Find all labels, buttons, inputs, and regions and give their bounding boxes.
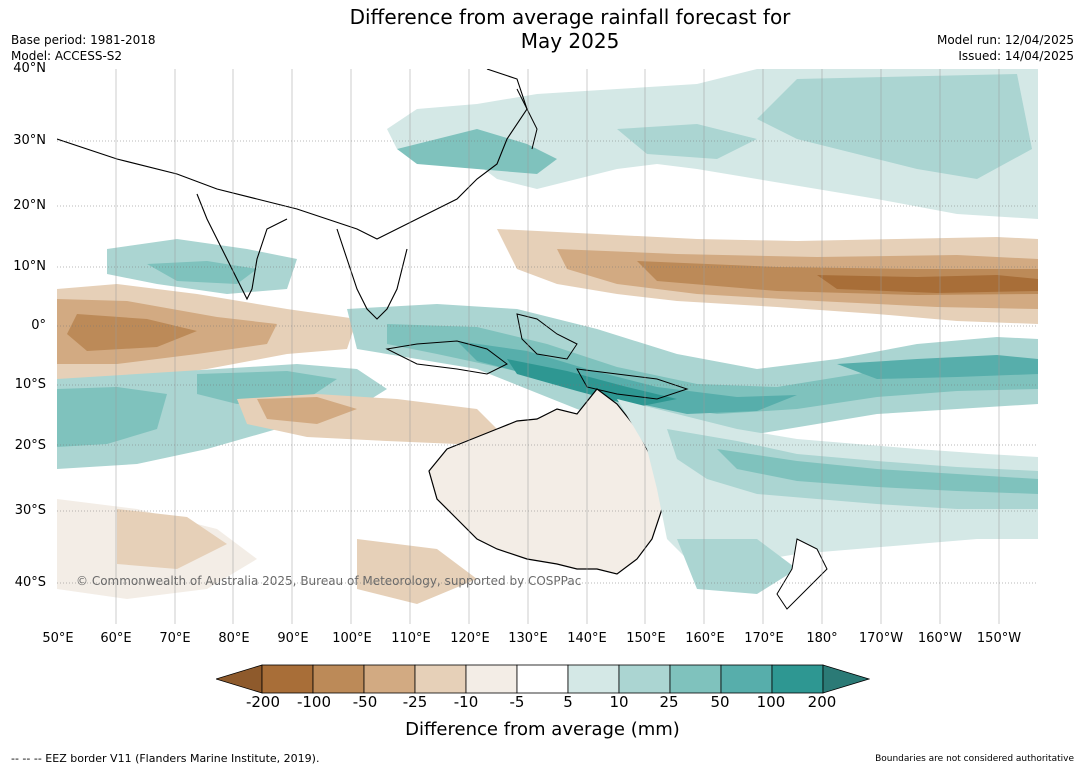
colorbar-label-neg5: -5 <box>509 693 525 711</box>
model-run-text: Model run: 12/04/2025 <box>936 33 1074 47</box>
lat-label-40n: 40°N <box>13 61 46 76</box>
colorbar-label-200: 200 <box>807 693 837 711</box>
colorbar-swatch <box>261 664 314 694</box>
lat-label-10s: 10°S <box>14 377 46 392</box>
lon-label-160e: 160°E <box>685 631 725 646</box>
colorbar-label-neg10: -10 <box>453 693 479 711</box>
lon-label-80e: 80°E <box>218 631 250 646</box>
lon-label-170e: 170°E <box>744 631 784 646</box>
lon-label-140e: 140°E <box>567 631 607 646</box>
colorbar-label-neg50: -50 <box>352 693 378 711</box>
lon-label-170w: 170°W <box>858 631 904 646</box>
lon-label-60e: 60°E <box>100 631 132 646</box>
title-line-1: Difference from average rainfall forecas… <box>349 5 791 29</box>
lon-label-110e: 110°E <box>391 631 431 646</box>
lat-label-20s: 20°S <box>14 438 46 453</box>
anomaly-fill-layer <box>57 69 1038 610</box>
boundaries-disclaimer: Boundaries are not considered authoritat… <box>875 754 1074 764</box>
colorbar-label-neg100: -100 <box>296 693 332 711</box>
lat-label-40s: 40°S <box>14 575 46 590</box>
model-text: Model: ACCESS-S2 <box>11 49 123 63</box>
colorbar-label-neg25: -25 <box>402 693 428 711</box>
lat-label-20n: 20°N <box>13 198 46 213</box>
lon-label-150e: 150°E <box>626 631 666 646</box>
colorbar-swatch <box>618 664 671 694</box>
meta-left: Base period: 1981-2018 Model: ACCESS-S2 <box>11 32 156 64</box>
colorbar-swatch <box>669 664 722 694</box>
colorbar-label-5: 5 <box>563 693 573 711</box>
rainfall-anomaly-map <box>57 69 1038 624</box>
colorbar-swatch <box>720 664 773 694</box>
colorbar-label-neg200: -200 <box>245 693 281 711</box>
lon-label-100e: 100°E <box>332 631 372 646</box>
meridians <box>115 69 1000 624</box>
lat-label-30n: 30°N <box>13 133 46 148</box>
eez-border-note: -- -- -- EEZ border V11 (Flanders Marine… <box>11 752 320 765</box>
colorbar-swatch <box>465 664 518 694</box>
colorbar-swatch <box>312 664 365 694</box>
colorbar-label-25: 25 <box>659 693 679 711</box>
colorbar-over-arrow <box>822 664 870 694</box>
colorbar-title: Difference from average (mm) <box>405 719 680 740</box>
title-line-2: May 2025 <box>520 29 620 53</box>
meta-right: Model run: 12/04/2025 Issued: 14/04/2025 <box>937 32 1074 64</box>
colorbar-swatch <box>516 664 569 694</box>
colorbar <box>216 664 870 694</box>
lon-label-150w: 150°W <box>976 631 1022 646</box>
colorbar-label-100: 100 <box>756 693 786 711</box>
colorbar-swatch <box>414 664 467 694</box>
colorbar-under-arrow <box>216 664 263 694</box>
lon-label-160w: 160°W <box>917 631 963 646</box>
lon-label-50e: 50°E <box>42 631 74 646</box>
lat-label-0: 0° <box>31 318 46 333</box>
map-title: Difference from average rainfall forecas… <box>0 5 1085 53</box>
copyright-text: © Commonwealth of Australia 2025, Bureau… <box>76 574 582 588</box>
issued-text: Issued: 14/04/2025 <box>958 49 1074 63</box>
lon-label-180: 180° <box>806 631 838 646</box>
colorbar-swatch <box>363 664 416 694</box>
lat-label-10n: 10°N <box>13 259 46 274</box>
colorbar-label-50: 50 <box>710 693 730 711</box>
colorbar-swatch <box>567 664 620 694</box>
colorbar-swatch <box>771 664 824 694</box>
base-period-text: Base period: 1981-2018 <box>11 33 156 47</box>
lon-label-90e: 90°E <box>277 631 309 646</box>
colorbar-label-10: 10 <box>609 693 629 711</box>
lon-label-130e: 130°E <box>508 631 548 646</box>
lat-label-30s: 30°S <box>14 503 46 518</box>
lon-label-70e: 70°E <box>159 631 191 646</box>
lon-label-120e: 120°E <box>450 631 490 646</box>
